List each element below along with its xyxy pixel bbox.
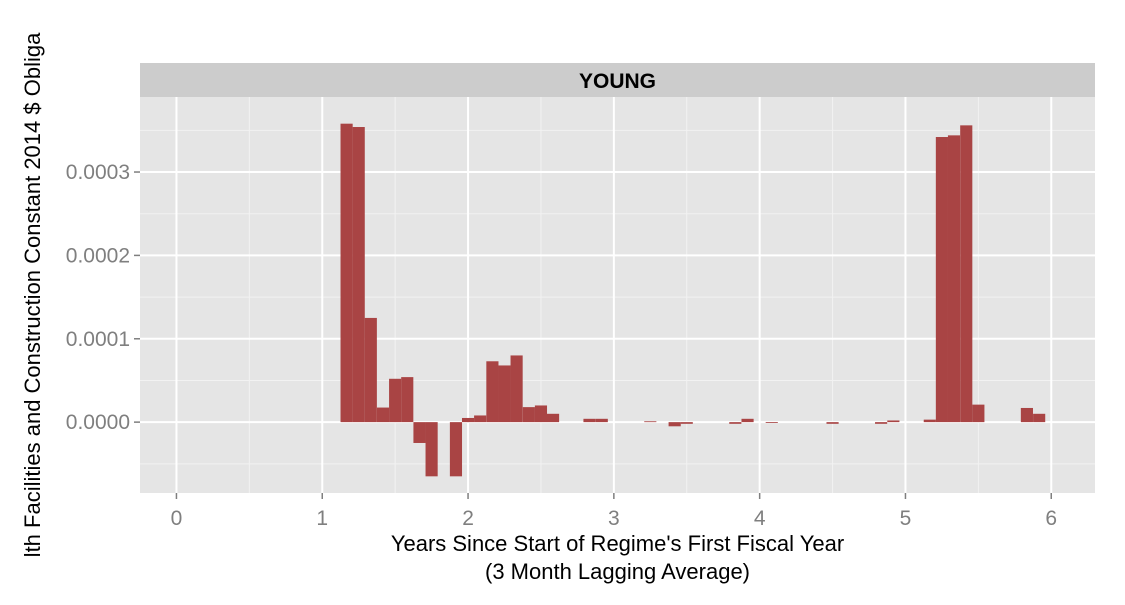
x-tick-label: 2 [462,507,474,530]
panel-strip [140,63,1095,97]
bar [680,422,693,424]
x-tick-label: 3 [608,507,620,530]
y-tick-label: 0.0000 [66,411,130,434]
y-tick-label: 0.0001 [66,328,130,351]
bar [389,378,402,423]
x-tick-label: 5 [900,507,912,530]
bar [534,405,548,423]
bar [583,418,596,423]
bar [935,137,948,423]
bar [1020,407,1033,423]
y-tick-label: 0.0002 [66,244,130,267]
bar [668,422,681,427]
bar [644,421,657,423]
bar [1033,413,1046,423]
bar [972,404,985,423]
bar [960,125,973,423]
x-axis-subtitle: (3 Month Lagging Average) [485,559,750,584]
bar [461,417,475,423]
y-tick-label: 0.0003 [66,161,130,184]
plot-panel [140,97,1095,493]
bar [352,127,365,423]
x-axis: 0 1 2 3 4 5 6 [171,493,1057,530]
bar [498,365,511,423]
bar [546,413,560,423]
minor-gridlines [140,97,1095,493]
bar [401,377,414,423]
bar [595,418,608,423]
bar [826,422,839,424]
y-axis-title: lth Facilities and Construction Constant… [20,32,45,557]
x-tick-label: 4 [754,507,766,530]
bar [522,407,535,423]
x-tick-label: 0 [171,507,183,530]
x-axis-title: Years Since Start of Regime's First Fisc… [391,531,844,556]
bar [887,420,900,423]
bar [875,422,888,424]
bar [923,419,936,423]
bar [486,361,499,423]
bar [741,418,754,423]
bar [425,422,438,477]
bar [340,123,353,423]
panel-title: YOUNG [579,70,656,93]
bars [340,123,1046,477]
bar [474,415,487,423]
bar [364,317,377,423]
bar [510,355,523,423]
bar [413,422,426,443]
bar [449,422,463,477]
x-tick-label: 1 [316,507,328,530]
bar [765,422,778,423]
bar [729,422,742,424]
bar [376,407,390,423]
bar [947,135,961,423]
y-axis: 0.0000 0.0001 0.0002 0.0003 [66,161,140,434]
x-tick-label: 6 [1045,507,1057,530]
